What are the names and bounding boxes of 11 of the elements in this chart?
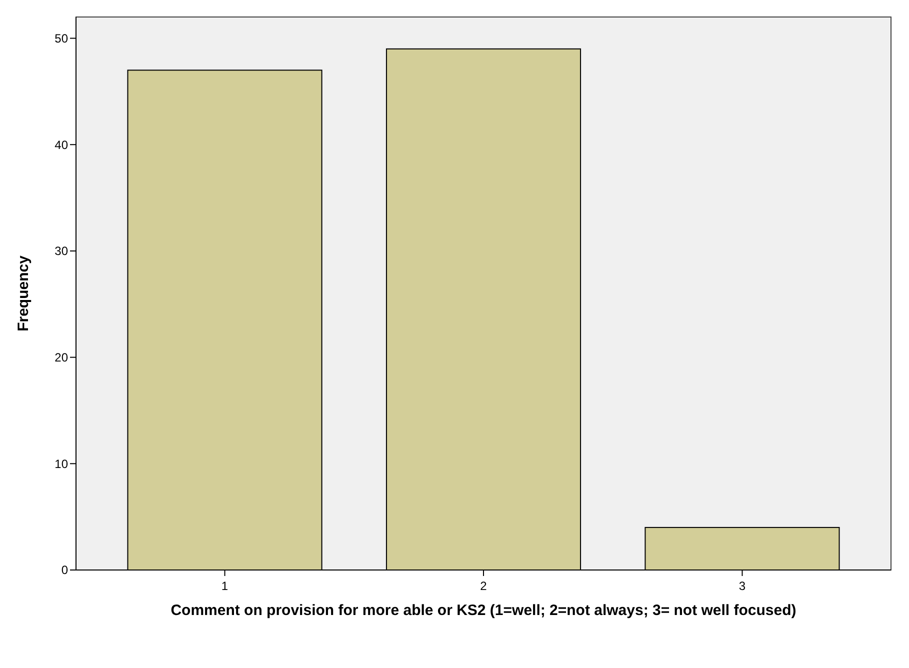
y-tick-label: 50 bbox=[54, 31, 68, 46]
x-tick-label: 2 bbox=[480, 579, 488, 593]
x-axis-title: Comment on provision for more able or KS2 (1=well; 2=not always; 3= not well focused) bbox=[170, 602, 796, 619]
y-tick-label: 20 bbox=[54, 350, 68, 365]
y-axis-title: Frequency bbox=[15, 254, 32, 332]
y-tick-label: 40 bbox=[54, 138, 68, 152]
x-tick-label: 1 bbox=[221, 579, 228, 593]
x-tick-label: 3 bbox=[738, 579, 746, 593]
y-tick-label: 10 bbox=[54, 456, 68, 471]
y-tick-label: 0 bbox=[61, 563, 68, 578]
y-tick-label: 30 bbox=[54, 244, 68, 258]
